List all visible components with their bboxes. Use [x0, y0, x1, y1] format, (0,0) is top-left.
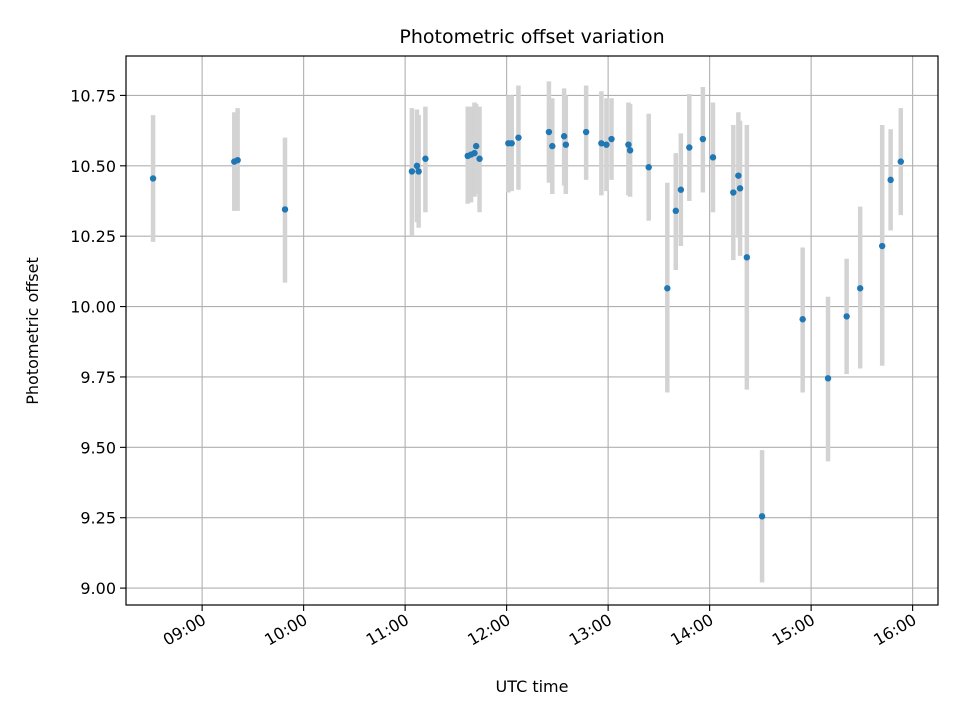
data-point: [608, 135, 615, 143]
data-point: [515, 134, 522, 141]
y-axis-label: Photometric offset: [23, 257, 42, 405]
y-tick-label: 9.25: [80, 509, 116, 528]
data-point: [149, 175, 157, 182]
data-point: [736, 185, 744, 192]
data-point: [645, 164, 652, 171]
data-point: [626, 147, 634, 154]
data-point: [476, 155, 483, 162]
data-point: [856, 285, 864, 292]
data-point: [625, 141, 632, 148]
data-point: [686, 144, 693, 151]
y-tick-label: 9.00: [80, 579, 116, 598]
data-point: [730, 189, 737, 196]
data-point: [843, 313, 850, 320]
data-point: [582, 128, 590, 136]
data-point: [408, 168, 416, 175]
y-tick-label: 10.00: [70, 298, 116, 317]
y-tick-label: 10.25: [70, 227, 116, 246]
data-point: [603, 141, 610, 148]
x-axis-label: UTC time: [496, 677, 569, 696]
y-axis-ticks: 9.00 9.25 9.50 9.75 10.00 10.25 10.50 10.75: [70, 86, 126, 598]
data-point: [472, 142, 480, 150]
data-point: [878, 242, 886, 250]
data-point: [545, 128, 553, 136]
y-tick-label: 9.75: [80, 368, 116, 387]
data-point: [234, 156, 241, 164]
data-point: [508, 140, 515, 147]
data-point: [887, 176, 894, 184]
data-point: [471, 149, 478, 157]
data-point: [413, 162, 421, 169]
data-point: [897, 158, 904, 165]
data-point: [281, 206, 289, 213]
data-point: [664, 285, 671, 292]
data-point: [799, 316, 806, 323]
chart-title: Photometric offset variation: [399, 26, 664, 48]
data-point: [709, 154, 717, 161]
data-point: [743, 254, 751, 261]
y-tick-label: 10.50: [70, 157, 116, 176]
data-point: [598, 140, 605, 147]
y-tick-label: 9.50: [80, 438, 116, 457]
data-points: [149, 128, 904, 520]
data-point: [560, 133, 568, 140]
data-point: [672, 207, 679, 215]
data-point: [422, 155, 429, 162]
data-point: [415, 168, 422, 175]
data-point: [549, 142, 556, 150]
data-point: [699, 135, 707, 143]
y-tick-label: 10.75: [70, 86, 116, 105]
data-point: [758, 513, 766, 520]
plot-frame: [125, 55, 939, 606]
data-point: [562, 141, 570, 148]
grid: [126, 56, 938, 605]
data-point: [735, 172, 742, 179]
data-point: [824, 375, 832, 382]
data-point: [677, 186, 685, 193]
